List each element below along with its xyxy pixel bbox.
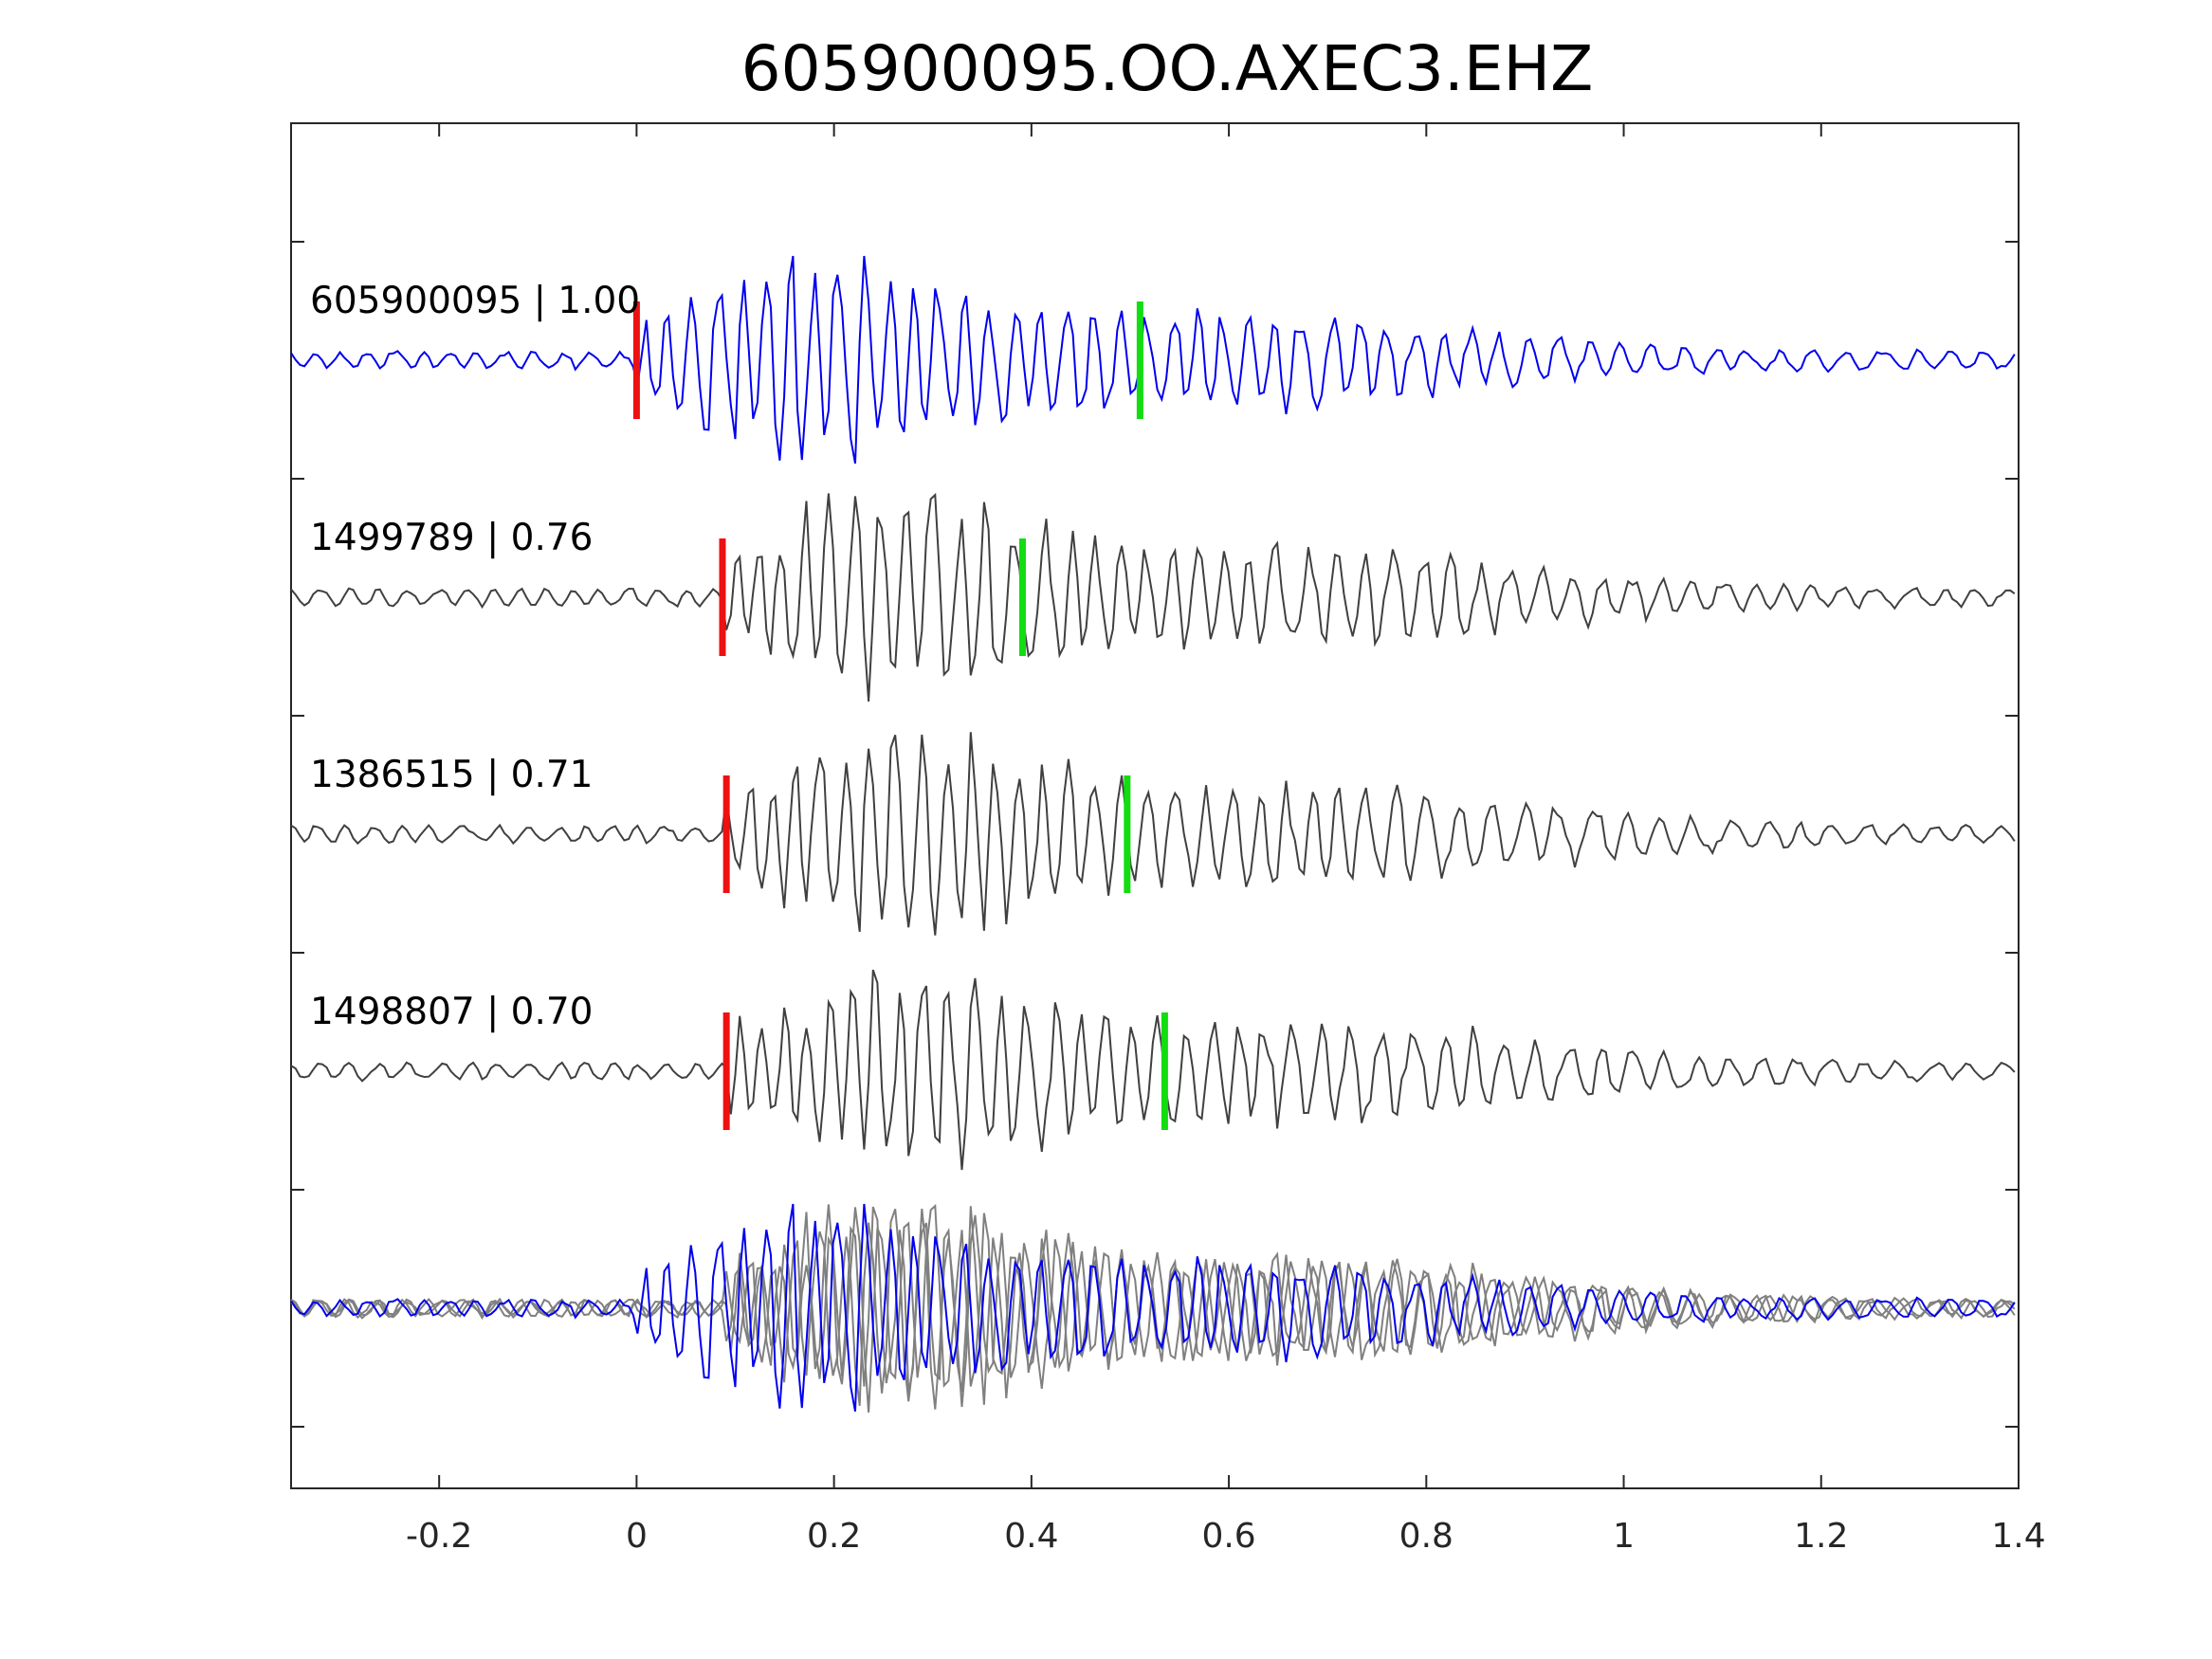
trace-label-1499789: 1499789 | 0.76	[310, 517, 593, 559]
waveform-overlay	[290, 1203, 2016, 1413]
x-tick-label-3: 0.4	[1004, 1517, 1058, 1556]
trace-label-605900095: 605900095 | 1.00	[310, 280, 640, 322]
x-tick-label-5: 0.8	[1399, 1517, 1453, 1556]
x-tick-label-6: 1	[1613, 1517, 1635, 1556]
x-tick-labels: -0.2 0 0.2 0.4 0.6 0.8 1 1.2 1.4	[406, 1517, 2046, 1556]
trace-1499789	[290, 492, 2016, 702]
x-tick-label-2: 0.2	[807, 1517, 861, 1556]
trace-605900095	[290, 255, 2016, 465]
x-tick-label-4: 0.6	[1201, 1517, 1255, 1556]
overlay-trace-605900095	[290, 1203, 2016, 1413]
chart-title: 605900095.OO.AXEC3.EHZ	[741, 32, 1594, 105]
plot-frame	[290, 122, 2020, 1489]
x-tick-label-1: 0	[626, 1517, 648, 1556]
trace-label-1498807: 1498807 | 0.70	[310, 991, 593, 1033]
x-tick-label-7: 1.2	[1794, 1517, 1848, 1556]
trace-labels: 605900095 | 1.00 1499789 | 0.76 1386515 | …	[310, 280, 640, 1033]
trace-1498807	[290, 969, 2016, 1171]
x-tick-label-0: -0.2	[406, 1517, 472, 1556]
trace-label-1386515: 1386515 | 0.71	[310, 754, 593, 796]
waveform-traces	[290, 255, 2016, 1171]
phase-picks	[632, 301, 1168, 1130]
trace-1386515	[290, 732, 2016, 936]
axis-ticks	[291, 123, 2020, 1488]
x-tick-label-8: 1.4	[1991, 1517, 2045, 1556]
